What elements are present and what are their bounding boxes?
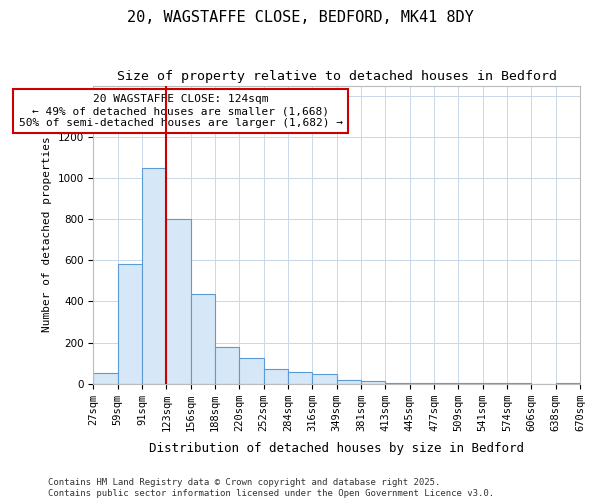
Bar bbox=[118, 264, 142, 384]
Text: Contains HM Land Registry data © Crown copyright and database right 2025.
Contai: Contains HM Land Registry data © Crown c… bbox=[48, 478, 494, 498]
Bar bbox=[410, 383, 434, 384]
Bar bbox=[166, 219, 191, 384]
Bar bbox=[361, 380, 385, 384]
Bar bbox=[385, 382, 410, 384]
Bar bbox=[191, 294, 215, 384]
Bar bbox=[556, 382, 580, 384]
Bar bbox=[215, 346, 239, 384]
Text: 20 WAGSTAFFE CLOSE: 124sqm
← 49% of detached houses are smaller (1,668)
50% of s: 20 WAGSTAFFE CLOSE: 124sqm ← 49% of deta… bbox=[19, 94, 343, 128]
Bar bbox=[337, 380, 361, 384]
X-axis label: Distribution of detached houses by size in Bedford: Distribution of detached houses by size … bbox=[149, 442, 524, 455]
Text: 20, WAGSTAFFE CLOSE, BEDFORD, MK41 8DY: 20, WAGSTAFFE CLOSE, BEDFORD, MK41 8DY bbox=[127, 10, 473, 25]
Bar bbox=[94, 374, 118, 384]
Bar bbox=[313, 374, 337, 384]
Bar bbox=[239, 358, 263, 384]
Bar bbox=[263, 370, 288, 384]
Y-axis label: Number of detached properties: Number of detached properties bbox=[42, 136, 52, 332]
Bar bbox=[288, 372, 313, 384]
Bar bbox=[142, 168, 166, 384]
Title: Size of property relative to detached houses in Bedford: Size of property relative to detached ho… bbox=[116, 70, 557, 83]
